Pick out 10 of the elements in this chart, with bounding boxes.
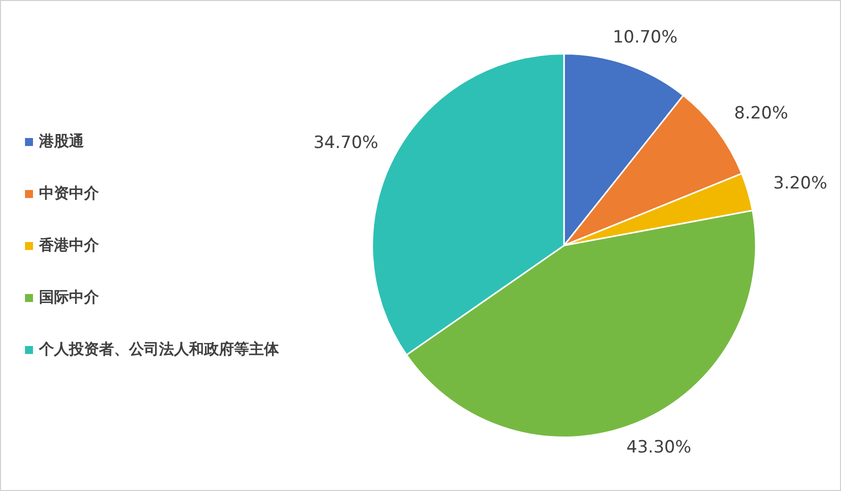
legend-label: 国际中介 bbox=[39, 287, 99, 308]
legend-label: 中资中介 bbox=[39, 183, 99, 204]
data-label: 34.70% bbox=[313, 133, 378, 154]
legend-label: 港股通 bbox=[39, 131, 84, 152]
data-label: 10.70% bbox=[612, 27, 678, 48]
legend-label: 个人投资者、公司法人和政府等主体 bbox=[39, 339, 279, 360]
data-label: 3.20% bbox=[773, 173, 828, 194]
legend-label: 香港中介 bbox=[39, 235, 99, 256]
data-label: 8.20% bbox=[734, 103, 788, 124]
data-label: 43.30% bbox=[626, 438, 692, 458]
